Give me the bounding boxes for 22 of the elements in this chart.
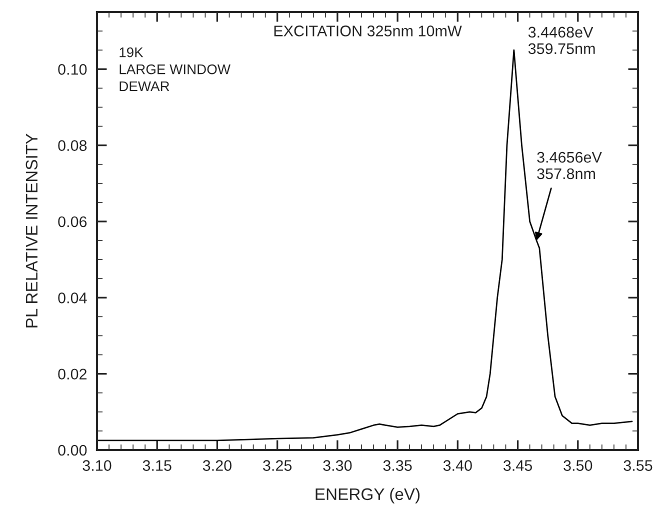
- y-tick-label: 0.10: [58, 64, 87, 75]
- annotation: EXCITATION 325nm 10mW: [274, 26, 462, 36]
- x-tick-label: 3.55: [624, 460, 652, 471]
- x-tick-label: 3.40: [443, 460, 472, 471]
- annotation: 19K LARGE WINDOW DEWAR: [120, 47, 230, 92]
- x-tick-label: 3.25: [263, 460, 292, 471]
- x-tick-label: 3.10: [82, 460, 112, 471]
- y-tick-label: 0.08: [58, 140, 87, 151]
- y-tick-label: 0.04: [58, 292, 87, 304]
- y-tick-label: 0.00: [58, 444, 87, 456]
- y-tick-label: 0.06: [58, 216, 87, 228]
- y-tick-label: 0.02: [58, 368, 87, 380]
- y-axis-title: PL RELATIVE INTENSITY: [26, 134, 38, 328]
- x-tick-label: 3.35: [383, 460, 412, 471]
- x-tick-label: 3.50: [564, 460, 592, 471]
- annotation: 3.4468eV 359.75nm: [528, 26, 595, 54]
- annotation: 3.4656eV 357.8nm: [537, 152, 602, 180]
- x-axis-title: ENERGY (eV): [316, 488, 420, 504]
- x-tick-label: 3.45: [503, 460, 532, 471]
- x-tick-label: 3.30: [323, 460, 352, 471]
- x-tick-label: 3.15: [142, 460, 172, 471]
- x-tick-label: 3.20: [202, 460, 232, 471]
